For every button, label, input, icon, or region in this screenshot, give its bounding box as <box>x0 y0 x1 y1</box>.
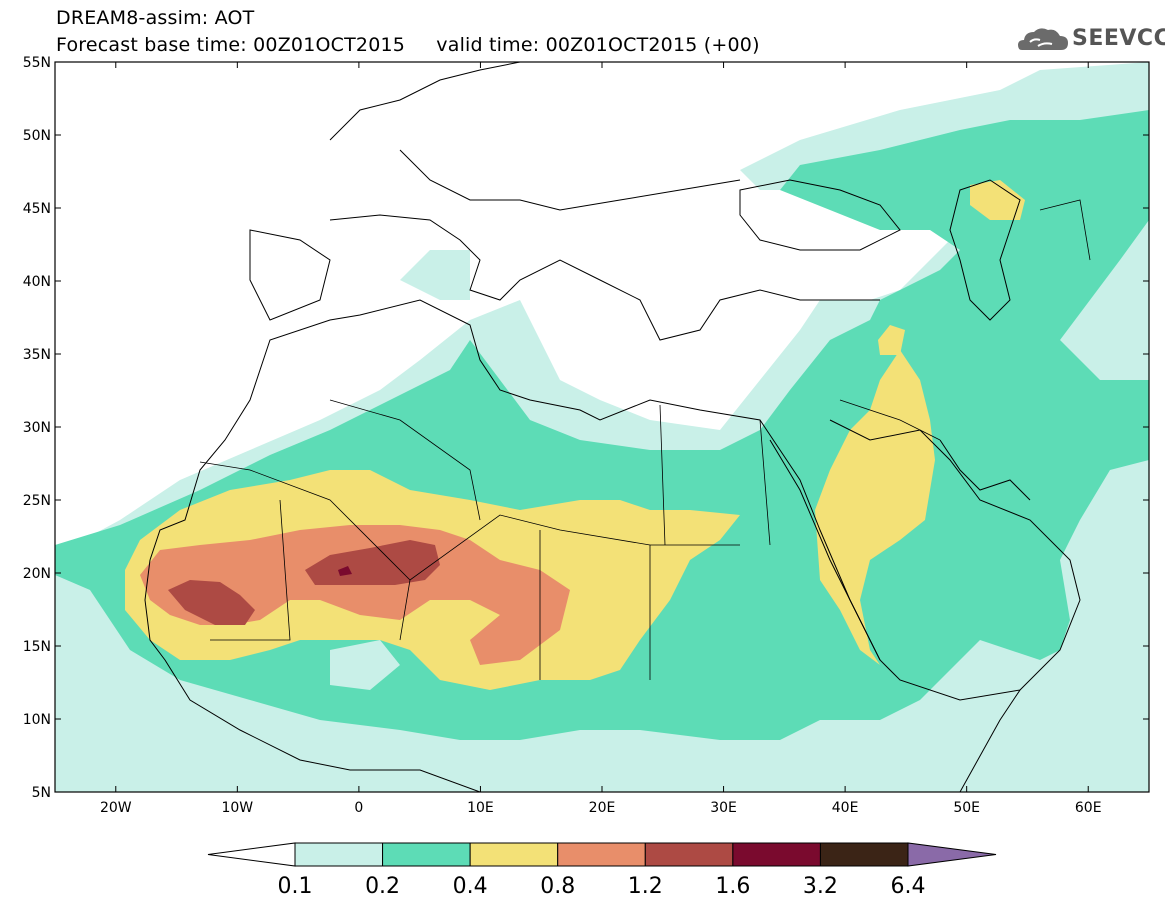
aot-band-1.2-central <box>305 540 440 585</box>
colorbar-label: 0.1 <box>278 874 313 899</box>
black-sea <box>739 179 901 251</box>
west-africa-coast <box>144 559 481 792</box>
y-tick-label: 55N <box>23 55 51 71</box>
africa-coast <box>149 299 1022 792</box>
aot-band-0.2-hole <box>330 640 400 690</box>
gulf <box>939 439 1031 501</box>
x-tick-label: 60E <box>1075 800 1102 816</box>
y-tick-label: 45N <box>23 201 51 217</box>
y-tick-label: 10N <box>23 712 51 728</box>
map-title: DREAM8-assim: AOT <box>56 7 255 29</box>
x-tick-label: 10W <box>221 800 253 816</box>
aot-fields <box>55 62 1149 792</box>
colorbar-swatch <box>469 842 559 867</box>
y-tick-label: 40N <box>23 274 51 290</box>
y-tick-label: 50N <box>23 128 51 144</box>
red-sea-arabia <box>769 419 1081 691</box>
y-tick-label: 25N <box>23 493 51 509</box>
europe-north <box>329 62 741 211</box>
colorbar-swatch <box>644 842 734 867</box>
aot-band-0.1-north <box>400 250 470 300</box>
cloud-icon <box>1018 28 1068 50</box>
aot-band-0.4-iraq <box>878 325 905 355</box>
x-tick-label: 20W <box>100 800 132 816</box>
colorbar-label: 0.2 <box>365 874 400 899</box>
x-tick-label: 50E <box>953 800 980 816</box>
x-axis: 20W 10W 0 10E 20E 30E 40E 50E 60E <box>100 62 1102 816</box>
aot-band-1.2-west <box>168 580 255 625</box>
colorbar-label: 6.4 <box>891 874 926 899</box>
coastlines <box>144 62 1091 792</box>
colorbar-over-triangle <box>907 842 997 867</box>
colorbar-label: 1.2 <box>628 874 663 899</box>
colorbar: 0.1 0.2 0.4 0.8 1.2 1.6 3.2 6.4 <box>207 842 997 899</box>
aot-band-0.4-ne <box>970 180 1025 220</box>
y-tick-label: 5N <box>32 785 51 801</box>
colorbar-label: 0.4 <box>453 874 488 899</box>
x-tick-label: 40E <box>832 800 859 816</box>
aot-band-1.6 <box>338 566 352 576</box>
colorbar-swatch <box>557 842 646 867</box>
x-tick-label: 30E <box>710 800 737 816</box>
europe-coast <box>249 214 880 341</box>
borders <box>199 199 1091 680</box>
x-tick-label: 0 <box>354 800 363 816</box>
colorbar-label: 1.6 <box>715 874 750 899</box>
aot-band-0.4-east <box>815 350 935 665</box>
caspian-sea <box>949 179 1021 321</box>
map-subtitle: Forecast base time: 00Z01OCT2015 valid t… <box>56 34 760 56</box>
aot-band-0.8 <box>140 525 570 665</box>
y-tick-label: 30N <box>23 420 51 436</box>
x-tick-label: 10E <box>467 800 494 816</box>
colorbar-swatch <box>819 842 909 867</box>
colorbar-swatch <box>732 842 821 867</box>
y-tick-label: 35N <box>23 347 51 363</box>
colorbar-under-triangle <box>207 842 296 867</box>
colorbar-swatch <box>382 842 471 867</box>
y-tick-label: 20N <box>23 566 51 582</box>
colorbar-swatch <box>294 842 384 867</box>
colorbar-label: 0.8 <box>540 874 575 899</box>
y-tick-label: 15N <box>23 639 51 655</box>
colorbar-label: 3.2 <box>803 874 838 899</box>
y-axis: 5N 10N 15N 20N 25N 30N 35N 40N 45N 50N 55N <box>23 55 1149 801</box>
x-tick-label: 20E <box>589 800 616 816</box>
logo-text: SEEVCCC <box>1072 26 1165 51</box>
